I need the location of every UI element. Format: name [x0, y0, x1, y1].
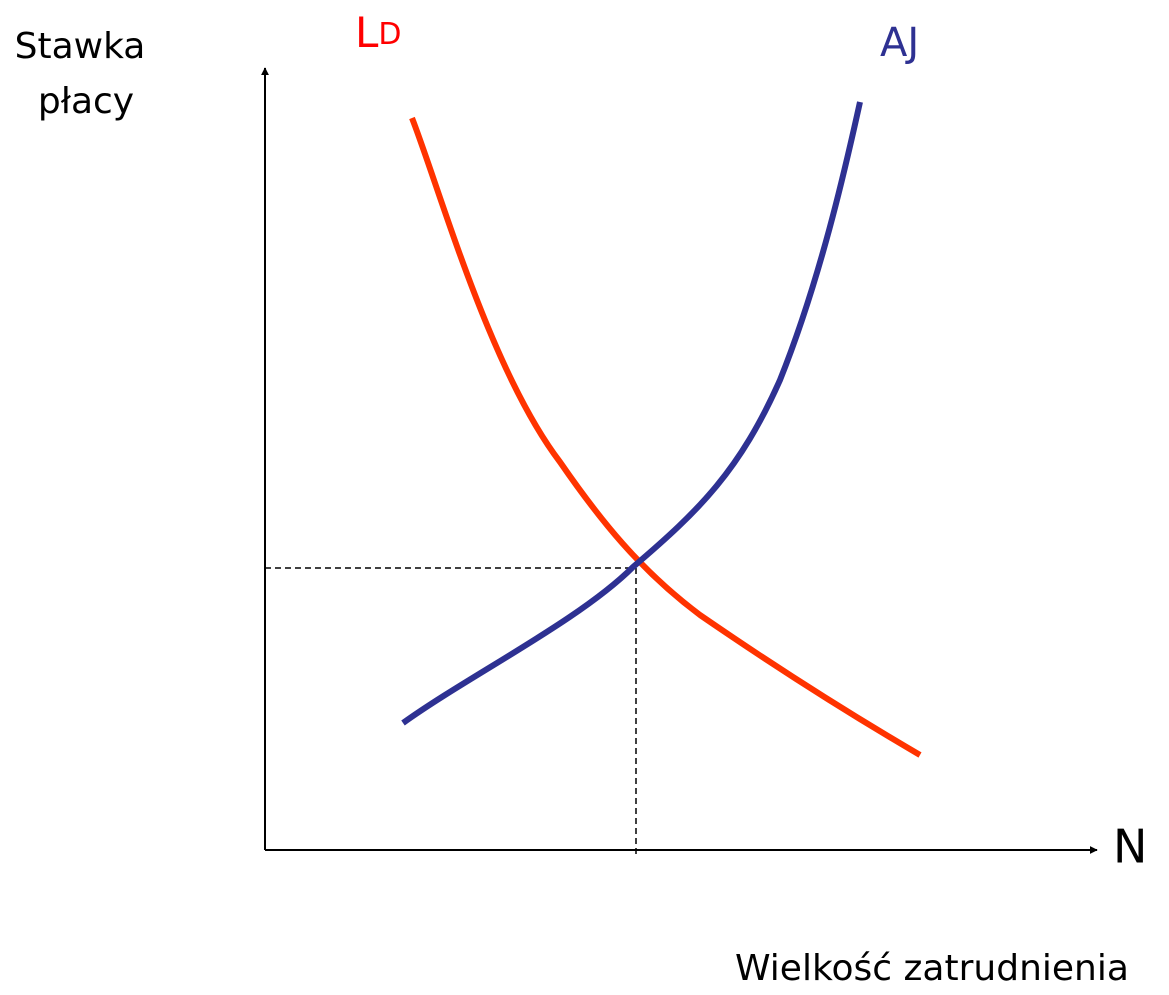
curve-label: LD	[355, 8, 402, 57]
curve-label: AJ	[880, 20, 919, 66]
curve-label-main: L	[355, 8, 379, 57]
y-axis-label: płacy	[38, 81, 134, 122]
x-axis-symbol: N	[1113, 820, 1147, 874]
x-axis-label: Wielkość zatrudnienia	[735, 948, 1129, 989]
y-axis-label: Stawka	[15, 26, 146, 67]
demand-curve	[409, 116, 922, 758]
curve-label-sub: D	[378, 17, 401, 52]
supply-curve	[401, 101, 863, 726]
